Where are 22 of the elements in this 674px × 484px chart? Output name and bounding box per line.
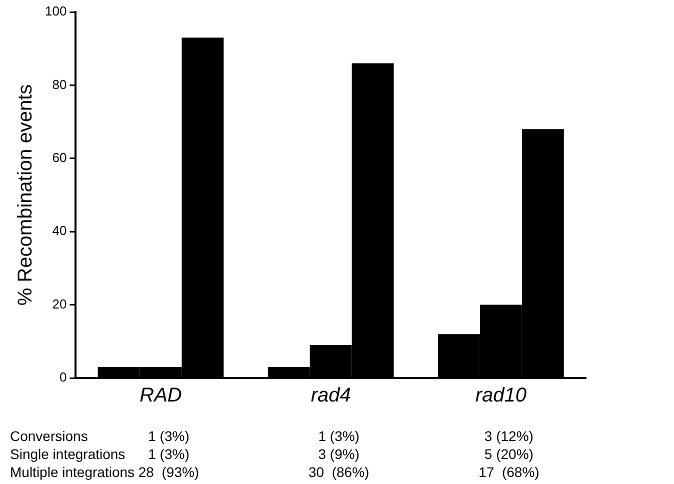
data-label: 28 (93%): [138, 464, 200, 480]
x-tick-label: RAD: [140, 384, 182, 407]
text: Conversions: [10, 428, 88, 444]
data-label: 30 (86%): [308, 464, 370, 480]
text: Multiple integrations: [10, 464, 135, 480]
data-label: 17 (68%): [478, 464, 540, 480]
data-label: 3 (12%): [484, 428, 534, 444]
y-tick-label: 100: [44, 4, 67, 19]
text: Single integrations: [10, 446, 126, 462]
x-tick-label: rad4: [310, 384, 351, 407]
data-label: 1 (3%): [318, 428, 360, 444]
y-tick-label: 80: [52, 76, 67, 92]
data-label: 1 (3%): [148, 428, 190, 444]
data-label: 1 (3%): [148, 446, 190, 462]
x-tick-label: rad10: [475, 384, 527, 407]
y-tick-label: 0: [59, 370, 67, 385]
y-axis-title: % Recombination events: [14, 84, 37, 306]
data-label: 3 (9%): [318, 446, 360, 462]
y-tick-label: 60: [52, 150, 67, 165]
y-tick-label: 40: [52, 223, 67, 238]
y-tick-label: 20: [52, 296, 67, 312]
data-label: 5 (20%): [484, 446, 534, 462]
